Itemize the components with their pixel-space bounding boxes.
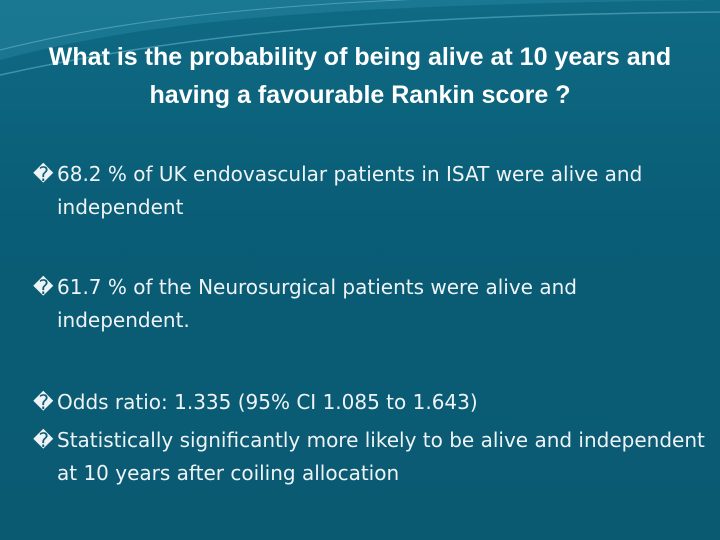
bullet-marker: � (33, 428, 54, 452)
background-waves (0, 0, 720, 76)
bullet: � 61.7 % of the Neurosurgical patients we… (33, 271, 707, 337)
bullet-marker: � (33, 275, 54, 299)
bullet-text: 61.7 % of the Neurosurgical patients wer… (57, 275, 577, 332)
bullet-marker: � (33, 162, 54, 186)
bullet-text: Odds ratio: 1.335 (95% CI 1.085 to 1.643… (57, 390, 478, 414)
bullet: � Statistically significantly more likely… (33, 424, 707, 490)
bullet: � Odds ratio: 1.335 (95% CI 1.085 to 1.64… (33, 386, 707, 419)
bullet-text: Statistically significantly more likely … (57, 428, 705, 485)
bullet: � 68.2 % of UK endovascular patients in I… (33, 158, 707, 224)
slide-title: What is the probability of being alive a… (48, 43, 672, 109)
bullet-marker: � (33, 390, 54, 414)
bullet-text: 68.2 % of UK endovascular patients in IS… (57, 162, 643, 219)
